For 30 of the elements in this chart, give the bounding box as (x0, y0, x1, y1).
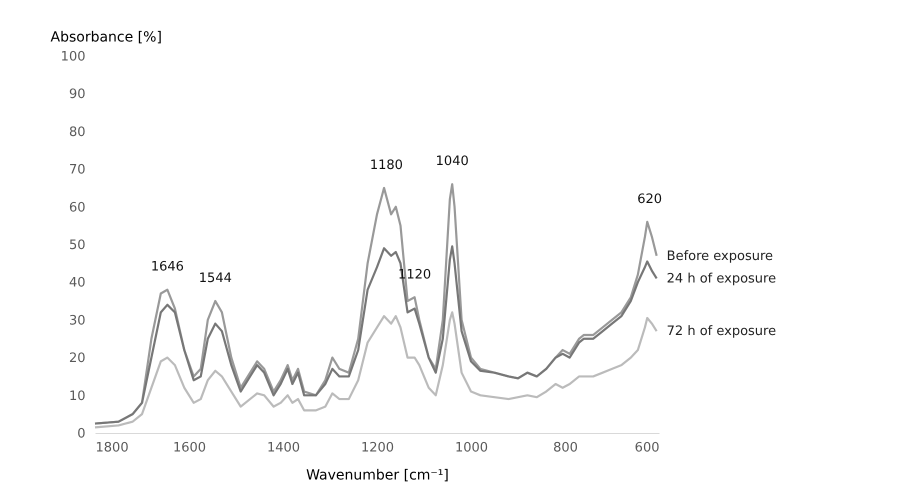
annotation: 1180 (370, 158, 403, 173)
x-tick-label: 800 (553, 440, 578, 456)
y-tick-label: 30 (68, 313, 86, 328)
y-tick-label: 60 (68, 200, 86, 216)
y-tick-label: 80 (68, 124, 86, 140)
y-tick-label: 20 (68, 351, 86, 366)
annotation: 1646 (150, 260, 184, 275)
y-tick-label: 70 (68, 162, 86, 178)
annotation: 1040 (436, 154, 469, 170)
annotation: 1544 (198, 271, 232, 286)
series-label: Before exposure (666, 248, 774, 264)
x-axis-title: Wavenumber [cm⁻¹] (306, 468, 449, 484)
x-tick-label: 1000 (454, 440, 488, 456)
y-tick-label: 40 (68, 276, 86, 291)
y-tick-label: 90 (68, 87, 86, 102)
line-series (94, 311, 658, 428)
y-tick-label: 100 (60, 50, 86, 64)
x-tick-label: 1800 (96, 440, 129, 456)
x-tick-label: 1200 (360, 440, 394, 456)
series-label: 72 h of exposure (666, 324, 776, 340)
annotation: 620 (637, 192, 662, 207)
y-axis-title: Absorbance [%] (50, 30, 162, 46)
x-tick-label: 1400 (266, 440, 300, 456)
x-tick-label: 1600 (172, 440, 206, 456)
series-label: 24 h of exposure (666, 271, 776, 286)
line-series (94, 245, 658, 425)
y-tick-label: 50 (68, 238, 86, 253)
y-tick-label: 0 (77, 426, 86, 442)
y-tick-label: 10 (68, 388, 86, 404)
x-tick-label: 600 (634, 440, 660, 456)
